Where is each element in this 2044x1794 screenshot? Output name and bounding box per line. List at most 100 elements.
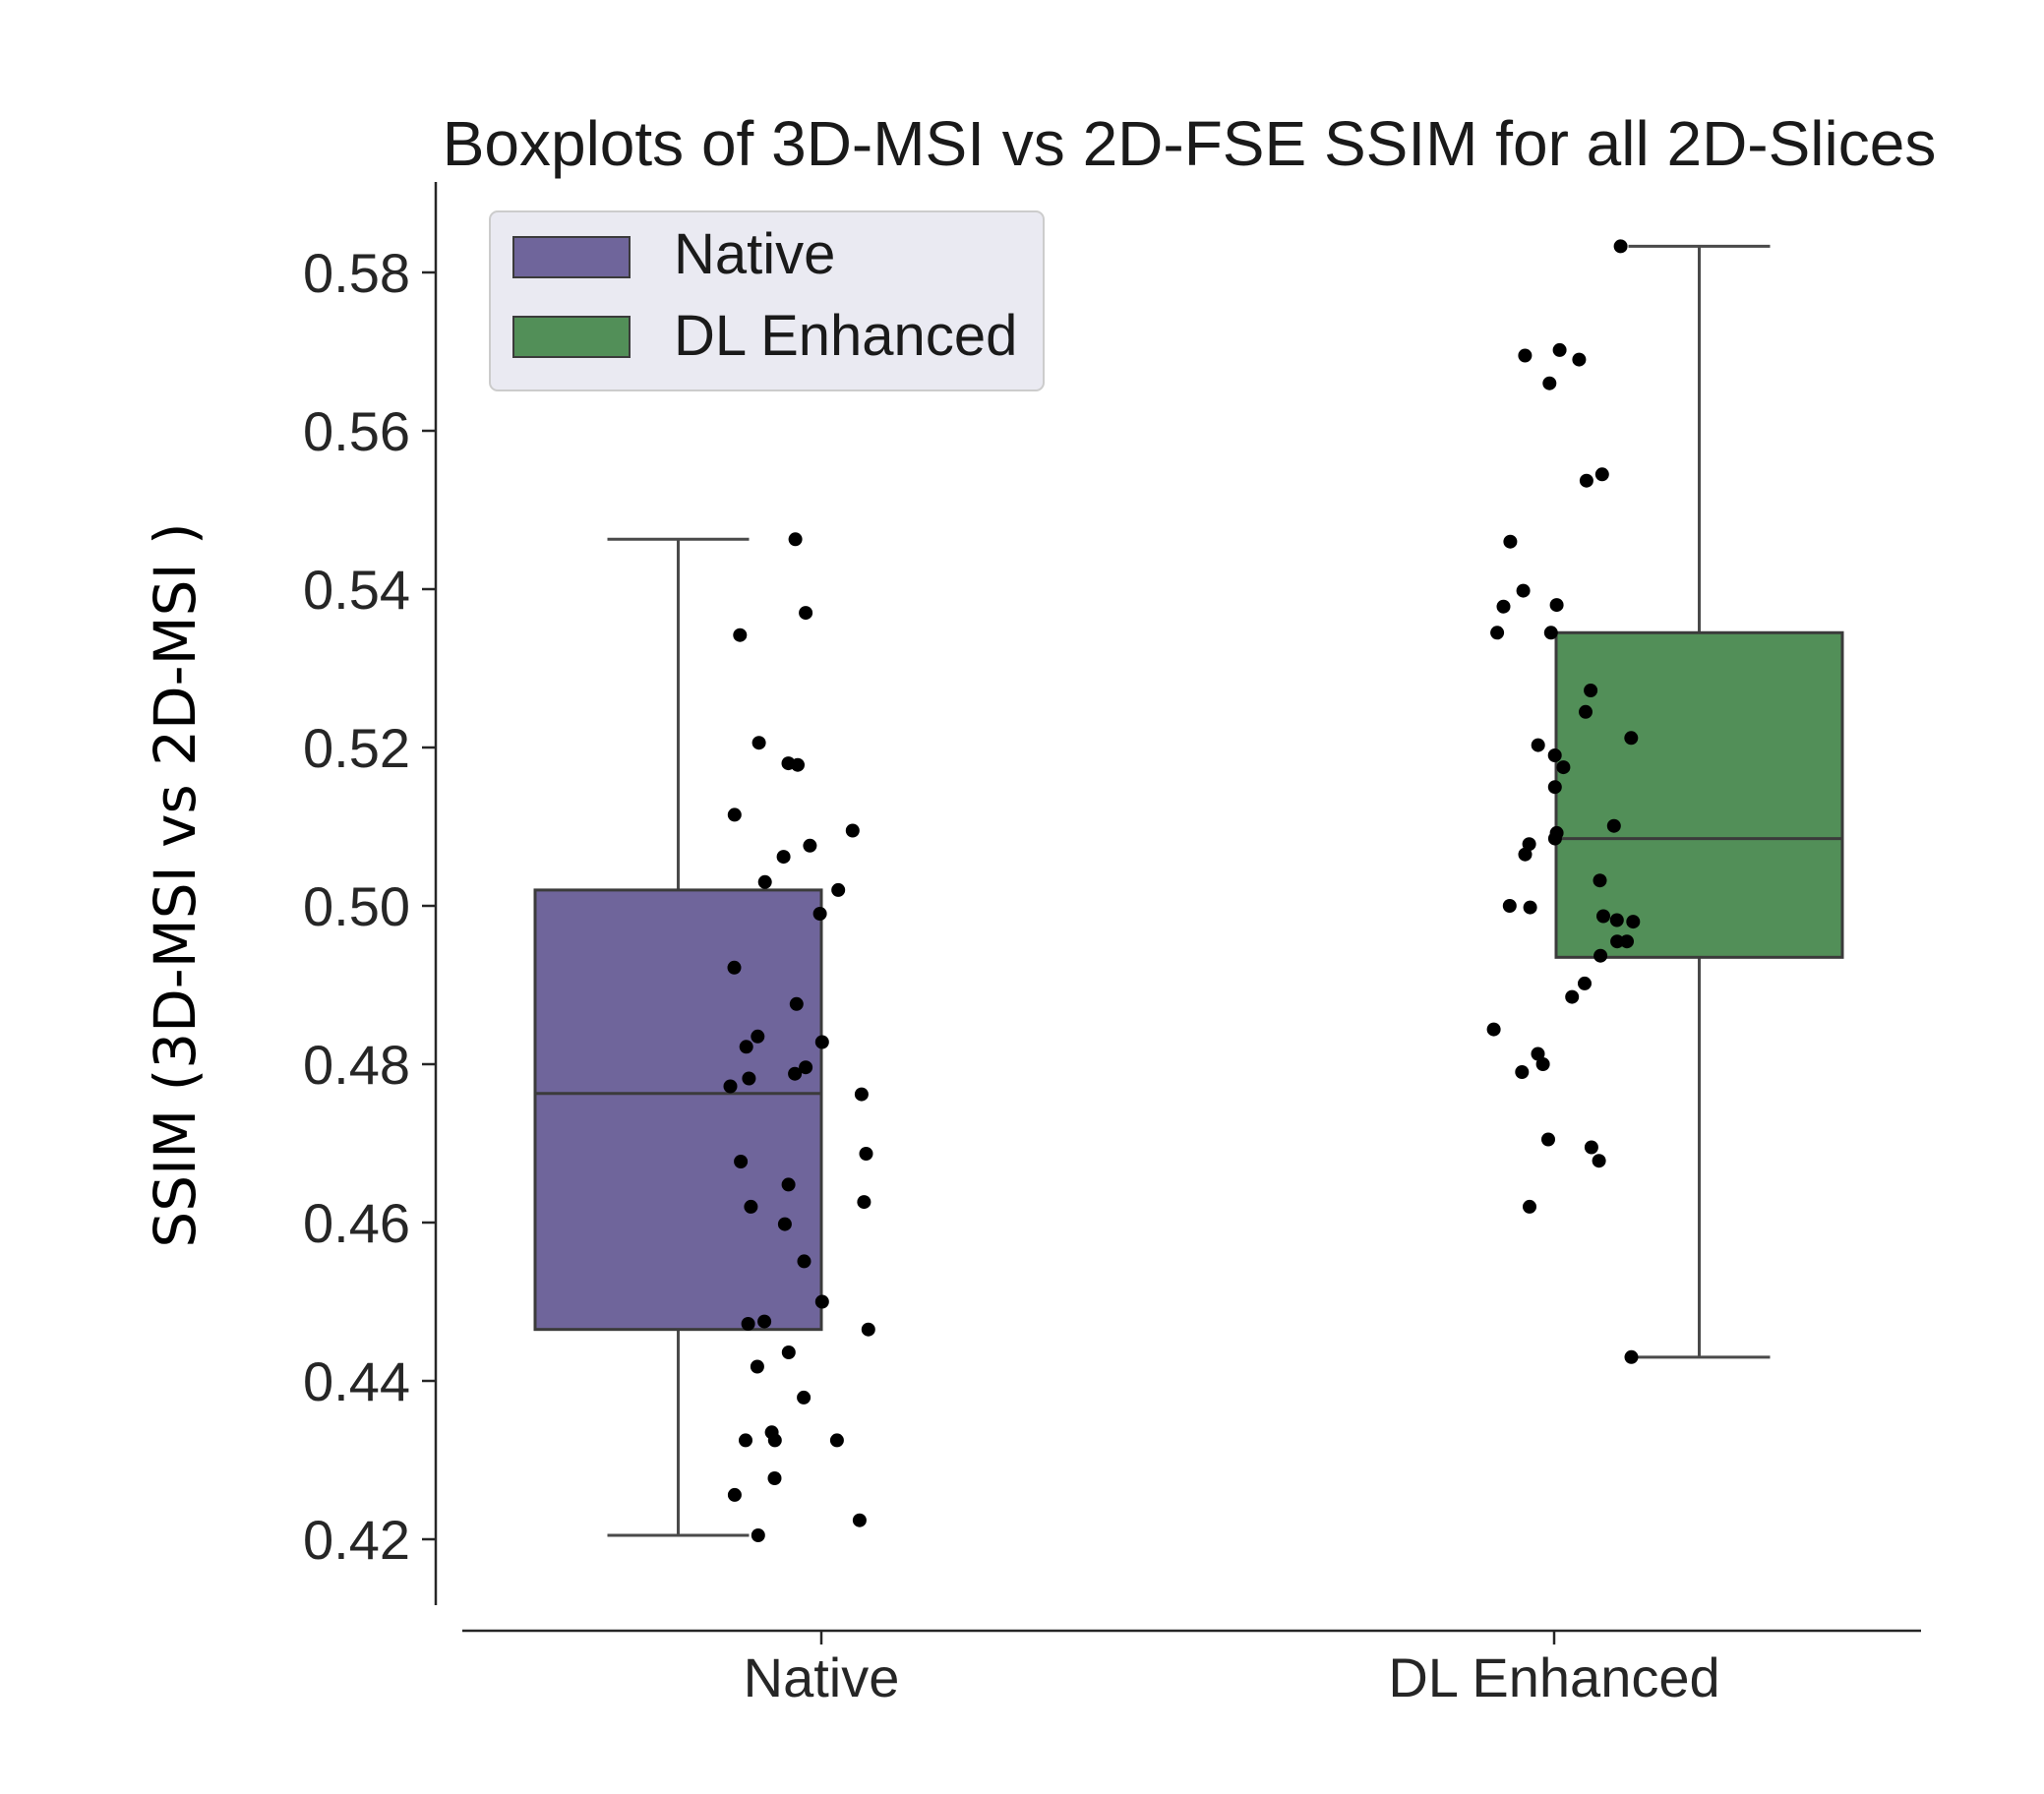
data-point: [733, 628, 748, 642]
data-point: [1610, 934, 1625, 949]
data-point: [767, 1433, 782, 1448]
data-point: [831, 882, 846, 897]
data-point: [727, 960, 742, 975]
y-axis-label: SSIM (3D-MSI vs 2D-MSI ): [142, 522, 209, 1247]
chart-title: Boxplots of 3D-MSI vs 2D-FSE SSIM for al…: [443, 108, 1937, 179]
data-point: [776, 850, 791, 865]
data-point: [1578, 976, 1592, 990]
data-point: [845, 823, 860, 838]
data-point: [1624, 731, 1639, 746]
data-point: [829, 1433, 844, 1448]
data-point: [757, 874, 772, 889]
data-point: [1541, 1132, 1555, 1147]
data-point: [788, 1066, 803, 1081]
data-point: [739, 1433, 752, 1448]
data-point: [1523, 1199, 1536, 1214]
data-point: [727, 807, 742, 822]
x-tick-label: DL Enhanced: [1388, 1646, 1719, 1708]
data-point: [788, 532, 803, 547]
data-point: [1606, 818, 1621, 833]
y-tick-label: 0.44: [303, 1350, 410, 1412]
data-point: [1613, 239, 1628, 254]
data-point: [1523, 900, 1537, 915]
legend-label-native: Native: [674, 222, 835, 286]
data-point: [723, 1079, 738, 1094]
data-point: [791, 757, 805, 772]
data-point: [803, 838, 817, 853]
data-point: [1572, 352, 1587, 367]
jitter-points: [723, 239, 1641, 1542]
data-point: [1579, 473, 1593, 488]
data-point: [854, 1087, 869, 1102]
data-point: [751, 1029, 765, 1044]
data-point: [1542, 376, 1557, 390]
data-point: [797, 1390, 812, 1405]
data-point: [1518, 348, 1533, 363]
data-point: [812, 907, 827, 921]
data-point: [734, 1155, 749, 1168]
data-point: [1486, 1022, 1501, 1037]
data-point: [1556, 760, 1571, 775]
data-point: [1594, 467, 1609, 482]
box-group-native: [533, 537, 823, 1537]
data-point: [751, 736, 766, 750]
x-axis-ticks: Native DL Enhanced: [744, 1631, 1720, 1708]
data-point: [1547, 831, 1562, 846]
data-point: [1584, 1140, 1598, 1155]
data-point: [781, 1177, 796, 1192]
y-axis-ticks: 0.42 0.44 0.46 0.48 0.50 0.52 0.54 0.56 0.58: [303, 242, 436, 1571]
data-point: [1565, 989, 1580, 1004]
data-point: [1609, 913, 1624, 927]
y-tick-label: 0.52: [303, 717, 410, 779]
data-point: [1535, 1057, 1550, 1071]
data-point: [777, 1217, 792, 1231]
data-point: [767, 1471, 782, 1485]
data-point: [781, 1346, 796, 1359]
data-point: [1518, 847, 1533, 862]
data-point: [814, 1294, 829, 1309]
data-point: [797, 1254, 812, 1269]
y-tick-label: 0.50: [303, 875, 410, 937]
data-point: [852, 1513, 867, 1527]
legend: Native DL Enhanced: [489, 210, 1045, 391]
data-point: [1593, 948, 1608, 963]
data-point: [739, 1040, 753, 1054]
data-point: [1584, 684, 1598, 697]
data-point: [1592, 1154, 1606, 1168]
data-point: [1549, 598, 1564, 613]
data-point: [859, 1147, 873, 1161]
y-tick-label: 0.42: [303, 1509, 410, 1571]
data-point: [789, 996, 804, 1011]
data-point: [1552, 342, 1567, 357]
data-point: [1593, 873, 1607, 888]
data-point: [757, 1314, 772, 1329]
data-point: [1522, 837, 1536, 852]
data-point: [1620, 934, 1634, 949]
iqr-box: [1554, 630, 1844, 959]
data-point: [1547, 748, 1562, 762]
data-point: [751, 1528, 765, 1542]
data-point: [742, 1071, 756, 1086]
data-point: [744, 1199, 758, 1214]
data-point: [1626, 915, 1641, 929]
iqr-box: [533, 888, 823, 1332]
legend-swatch-dl-enhanced: [512, 316, 631, 358]
data-point: [750, 1359, 764, 1374]
data-point: [799, 606, 813, 621]
data-point: [1547, 780, 1562, 795]
legend-swatch-native: [512, 236, 631, 278]
x-tick-label: Native: [744, 1646, 900, 1708]
data-point: [1503, 534, 1518, 549]
data-point: [1624, 1349, 1639, 1364]
data-point: [1531, 738, 1545, 752]
data-point: [1496, 599, 1511, 614]
data-point: [727, 1487, 742, 1502]
data-point: [799, 1060, 813, 1075]
data-point: [861, 1322, 875, 1337]
y-tick-label: 0.54: [303, 559, 410, 621]
y-tick-label: 0.46: [303, 1192, 410, 1254]
data-point: [1515, 1065, 1530, 1079]
data-point: [1579, 704, 1593, 719]
data-point: [1543, 626, 1558, 640]
